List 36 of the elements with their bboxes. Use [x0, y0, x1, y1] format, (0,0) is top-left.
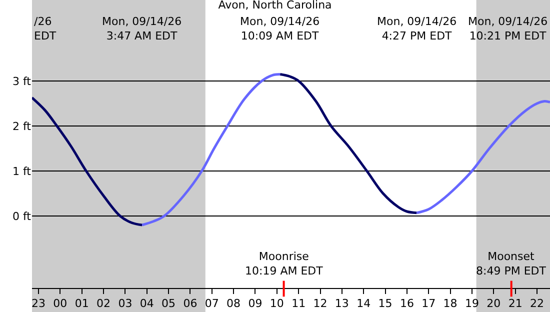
y-tick-label: 3 ft — [12, 74, 32, 88]
x-tick-label: 05 — [162, 297, 176, 310]
y-tick-label: 0 ft — [12, 210, 32, 223]
x-tick-label: 02 — [96, 297, 111, 310]
x-tick-label: 04 — [140, 297, 154, 310]
annotation: Mon, 09/14/26 4:27 PM EDT — [377, 15, 457, 42]
x-tick-label: 07 — [204, 297, 219, 310]
x-tick-label: 23 — [32, 297, 46, 310]
x-tick-label: 01 — [74, 297, 89, 310]
x-tick-label: 20 — [486, 297, 501, 310]
x-tick-label: 19 — [464, 297, 479, 310]
x-tick-label: 06 — [183, 297, 198, 310]
x-tick-label: 03 — [118, 297, 132, 310]
x-tick-label: 18 — [443, 297, 458, 310]
ref-line-label: Moonset 8:49 PM EDT — [476, 250, 546, 278]
x-tick-label: 22 — [530, 297, 544, 310]
x-tick-label: 09 — [248, 297, 262, 310]
chart-title: Avon, North Carolina — [218, 0, 332, 12]
annotation: Mon, 09/14/26 3:47 AM EDT — [102, 15, 182, 42]
x-tick-label: 08 — [226, 297, 241, 310]
x-tick-label: 14 — [356, 297, 371, 310]
x-tick-label: 21 — [508, 297, 522, 310]
x-tick-label: 12 — [313, 297, 328, 310]
x-tick-label: 16 — [400, 297, 414, 310]
x-tick-label: 17 — [422, 297, 436, 310]
x-tick-label: 13 — [334, 297, 349, 310]
x-tick-label: 00 — [53, 297, 68, 310]
annotation: Mon, 09/14/26 10:09 AM EDT — [240, 15, 320, 42]
y-tick-label: 2 ft — [12, 120, 32, 133]
annotation: Mon, 09/14/26 10:21 PM EDT — [468, 15, 548, 42]
x-tick-label: 10 — [270, 297, 284, 310]
annotation: /26 EDT — [34, 15, 56, 42]
x-tick-label: 11 — [292, 297, 306, 310]
y-tick-label: 1 ft — [12, 164, 32, 178]
ref-line-label: Moonrise 10:19 AM EDT — [245, 250, 324, 278]
x-tick-label: 15 — [378, 297, 392, 310]
